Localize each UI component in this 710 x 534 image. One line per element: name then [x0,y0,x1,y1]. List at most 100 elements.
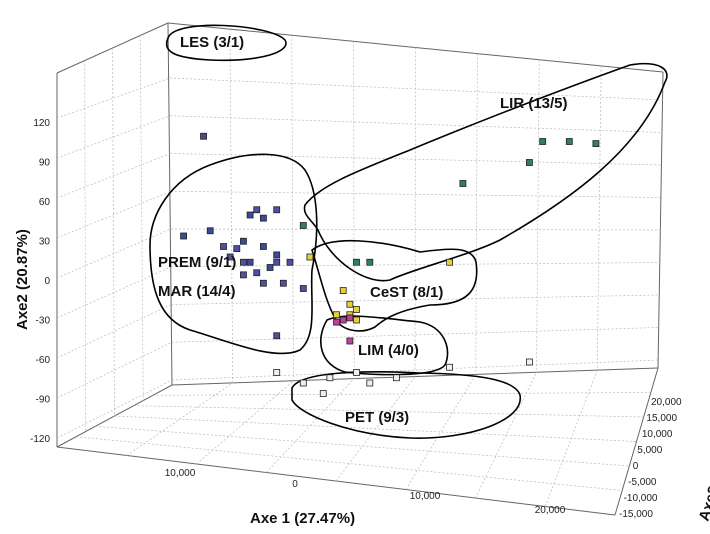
group-outline [165,24,287,62]
data-point [346,314,354,322]
group-label: LES (3/1) [180,34,244,51]
z-tick-label: -10,000 [624,493,658,504]
data-point [253,206,261,214]
grid-line [170,228,661,231]
data-point [526,358,533,366]
z-tick-label: 5,000 [637,445,662,456]
group-outlines [149,24,668,439]
z-axis-title: Axe3 (24.9%) [696,430,710,523]
grid-line [76,436,623,491]
data-point [206,227,214,235]
data-points [180,132,600,397]
data-point [286,258,294,266]
group-labels: LES (3/1) LIR (13/5) PREM (9/1) MAR (14/4) C… [158,34,568,426]
data-point [526,159,533,166]
grid-line [133,405,644,418]
data-point [299,285,307,292]
group-label: PET (9/3) [345,409,409,426]
data-point [240,258,247,266]
data-point [539,138,547,145]
grid-line [56,190,171,239]
data-point [273,332,281,340]
frame-edge [167,22,173,386]
frame-edge [657,71,664,369]
grid-line [56,77,171,119]
grid-line [152,392,651,396]
data-point [326,374,334,382]
group-outline [303,63,668,282]
grid-line [414,47,416,377]
data-point [259,214,267,222]
data-point [259,243,267,250]
grid-line [596,65,602,371]
data-point [200,132,207,140]
data-point [246,258,254,266]
data-point [366,258,374,266]
y-tick-label: 0 [44,276,50,287]
grid-line [95,425,630,467]
x-axis-title: Axe 1 (27.47%) [250,510,355,527]
data-point [240,237,247,245]
grid-line [475,372,537,499]
grid-line [171,294,660,305]
data-point [392,374,400,382]
data-point [353,306,360,313]
y-axis-ticks: 120 90 60 30 0 -30 -60 -90 -120 [30,118,50,445]
data-point [273,369,281,376]
grid-line [114,415,637,442]
grid-line [170,190,662,198]
group-outline [149,153,318,355]
data-point [592,140,600,148]
grid-line [171,262,660,268]
z-tick-label: 0 [633,461,639,472]
grid-line [196,380,294,465]
grid-line [475,53,478,375]
grid-line [56,115,171,159]
data-point [273,206,281,214]
data-point [273,251,281,259]
y-tick-label: -60 [36,355,51,366]
data-point [319,390,327,397]
grid-line [171,327,659,343]
grid-line [56,228,172,279]
y-tick-label: -30 [36,316,51,327]
data-point [459,180,467,187]
z-tick-label: 20,000 [651,397,682,408]
x-axis-ticks: 10,000 0 10,000 20,000 [165,468,566,516]
y-tick-label: 90 [39,158,51,169]
x-tick-label: 10,000 [410,491,441,502]
y-tick-label: -90 [36,395,51,406]
data-point [299,222,307,229]
data-point [299,379,307,387]
grid-line [170,115,663,133]
grid-line [171,359,659,381]
grid-line [139,35,144,401]
z-axis-ticks: 20,000 15,000 10,000 5,000 0 -5,000 -10,000 -15… [619,397,682,520]
group-label: MAR (14/4) [158,283,236,300]
x-tick-label: 10,000 [165,468,196,479]
group-label: PREM (9/1) [158,254,236,271]
group-outline [291,371,521,439]
y-tick-label: 120 [33,118,50,129]
data-point [246,211,254,219]
data-point [266,264,274,271]
grid-line [56,153,171,199]
data-point [220,243,227,250]
data-point [353,316,360,324]
data-point [233,245,241,253]
data-point [240,271,247,279]
y-tick-label: 60 [39,197,51,208]
data-point [353,258,360,266]
grid-line [291,35,294,381]
group-label: CeST (8/1) [370,284,443,301]
data-point [346,337,354,345]
data-point [226,253,234,261]
data-point [279,279,287,287]
data-point [306,253,314,261]
data-point [253,269,261,277]
y-axis-title: Axe2 (20.87%) [14,229,31,330]
grid-line [169,77,664,101]
grid-line [353,41,355,379]
data-point [446,363,454,371]
